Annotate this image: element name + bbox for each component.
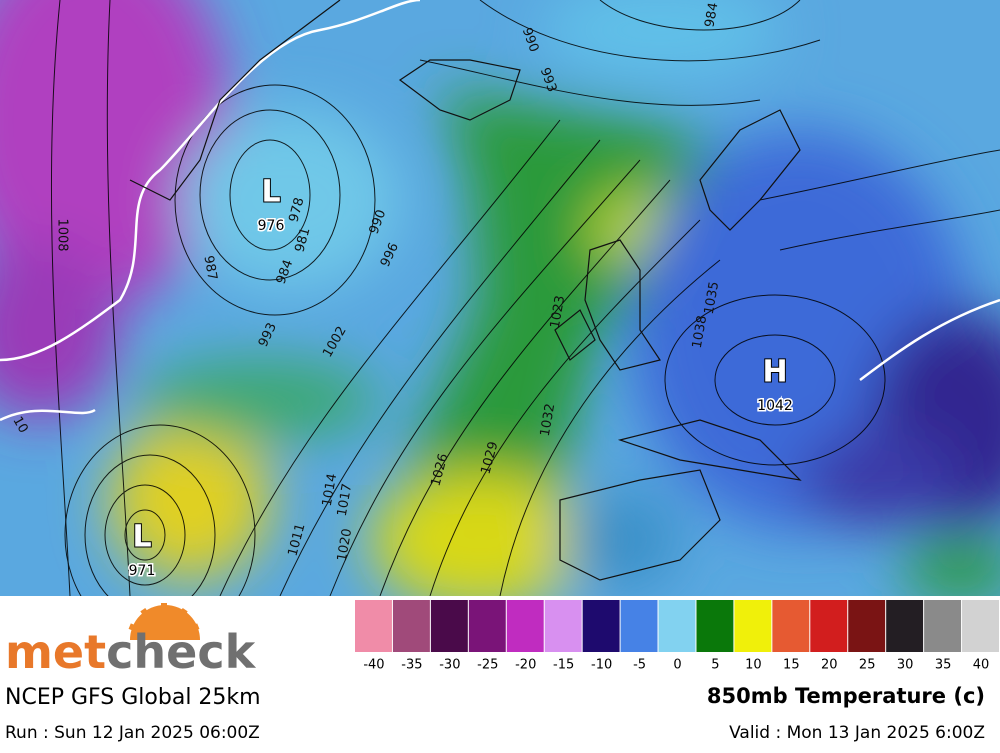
pressure-symbol: L (261, 175, 280, 210)
logo-check: check (106, 625, 256, 679)
isobar-label: 1014 (320, 472, 341, 507)
isobar-label: 1008 (55, 218, 70, 251)
isobar-label: 1032 (538, 402, 559, 437)
legend-tick-label: 5 (711, 658, 719, 673)
model-name: NCEP GFS Global 25km (5, 685, 261, 710)
legend-swatch (886, 600, 924, 652)
legend-swatch (734, 600, 772, 652)
run-time: Run : Sun 12 Jan 2025 06:00Z (5, 723, 260, 743)
product-title: 850mb Temperature (c) (707, 684, 985, 708)
isobar-label: 1020 (335, 527, 356, 562)
legend-tick-label: -40 (363, 658, 384, 673)
logo-text: metcheck (5, 625, 257, 679)
isobar-label: 1023 (548, 294, 569, 329)
isobar-label: 984 (702, 1, 721, 28)
legend-swatch (468, 600, 506, 652)
legend-swatch (355, 600, 392, 652)
legend-tick-label: -5 (633, 658, 646, 673)
isobar-label: 987 (200, 254, 219, 281)
pressure-symbol: L (132, 520, 151, 555)
pressure-symbol: H (762, 355, 787, 390)
legend-tick-label: 20 (821, 658, 838, 673)
legend-swatch (430, 600, 468, 652)
legend-swatch (582, 600, 620, 652)
legend-tick-label: 25 (859, 658, 876, 673)
pressure-value: 1042 (757, 398, 793, 414)
coastlines (129, 0, 802, 581)
legend-tick-label: -25 (477, 658, 498, 673)
legend-swatch (962, 600, 999, 652)
legend-tick-label: -30 (439, 658, 460, 673)
legend-swatch (544, 600, 582, 652)
isobar-label: 981 (293, 226, 314, 254)
isobar-label: 10 (9, 414, 30, 436)
legend-swatch (620, 600, 658, 652)
legend-swatch (658, 600, 696, 652)
pressure-value: 976 (258, 218, 285, 234)
legend-tick-label: -15 (553, 658, 574, 673)
freezing-line (0, 0, 1000, 422)
isobar-label: 978 (287, 196, 308, 224)
isobars (50, 0, 1000, 596)
legend-swatch (696, 600, 734, 652)
temperature-field (0, 0, 1000, 596)
logo-met: met (5, 625, 106, 679)
isobar-label: 1038 (690, 314, 711, 349)
legend-tick-label: 40 (973, 658, 990, 673)
pressure-centers: L 976 L 971 H 1042 (127, 174, 794, 581)
temperature-legend: -40 -35 -30 -25 -20 -15 -10 -5 0 5 10 15 20 25 30 35 40 (355, 600, 999, 673)
legend-swatch (392, 600, 430, 652)
legend-tick-label: 10 (745, 658, 762, 673)
legend-tick-label: 35 (935, 658, 952, 673)
legend-tick-label: -20 (515, 658, 536, 673)
logo: metcheck (5, 603, 257, 679)
logo-sun (128, 603, 200, 640)
legend-swatch (810, 600, 848, 652)
legend-swatch (506, 600, 544, 652)
legend-swatch (924, 600, 962, 652)
legend-swatch (848, 600, 886, 652)
pressure-value: 971 (129, 563, 156, 579)
legend-swatch (772, 600, 810, 652)
legend-tick-label: -10 (591, 658, 612, 673)
isobar-label: 1017 (335, 482, 356, 517)
legend-tick-label: -35 (401, 658, 422, 673)
valid-time: Valid : Mon 13 Jan 2025 6:00Z (729, 723, 985, 743)
legend-tick-label: 30 (897, 658, 914, 673)
isobar-label: 1035 (702, 280, 723, 315)
legend-tick-label: 0 (673, 658, 681, 673)
legend-tick-label: 15 (783, 658, 800, 673)
